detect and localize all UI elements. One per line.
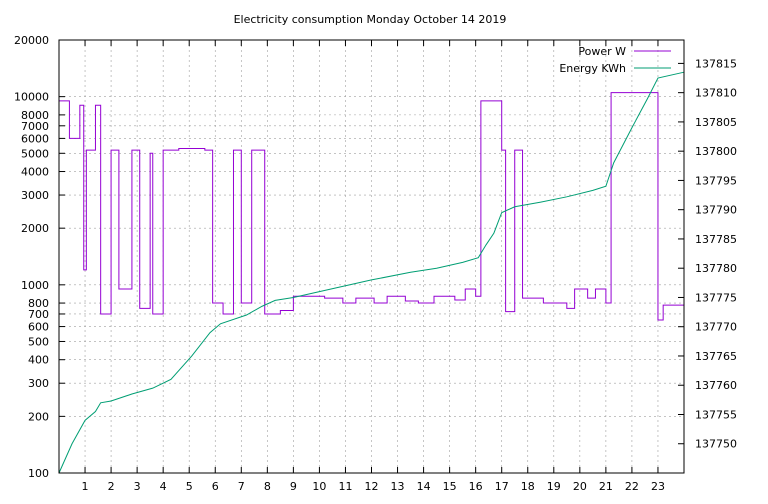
y-tick-label: 800 bbox=[28, 297, 49, 310]
y2-tick-label: 137805 bbox=[695, 116, 737, 129]
y-tick-label: 700 bbox=[28, 308, 49, 321]
axes: 1 2 3 4 5 6 7 8 9 10 11 12 13 14 15 16 17 18 19 20 21 22 23100… bbox=[14, 34, 737, 493]
y2-tick-label: 137815 bbox=[695, 57, 737, 70]
x-tick-label: 9 bbox=[290, 480, 297, 493]
y2-tick-label: 137795 bbox=[695, 174, 737, 187]
y-tick-label: 400 bbox=[28, 354, 49, 367]
legend: Power W Energy KWh bbox=[559, 45, 671, 75]
x-tick-label: 16 bbox=[469, 480, 483, 493]
y-tick-label: 20000 bbox=[14, 34, 49, 47]
x-tick-label: 19 bbox=[547, 480, 561, 493]
y2-tick-label: 137800 bbox=[695, 145, 737, 158]
y-tick-label: 1000 bbox=[21, 279, 49, 292]
x-tick-label: 17 bbox=[495, 480, 509, 493]
x-tick-label: 7 bbox=[238, 480, 245, 493]
x-tick-label: 12 bbox=[365, 480, 379, 493]
y2-tick-label: 137765 bbox=[695, 350, 737, 363]
y-tick-label: 4000 bbox=[21, 166, 49, 179]
y-tick-label: 5000 bbox=[21, 147, 49, 160]
y2-tick-label: 137780 bbox=[695, 262, 737, 275]
x-tick-label: 4 bbox=[160, 480, 167, 493]
y-tick-label: 600 bbox=[28, 321, 49, 334]
y-tick-label: 500 bbox=[28, 335, 49, 348]
x-tick-label: 5 bbox=[186, 480, 193, 493]
energy-series-line bbox=[58, 71, 685, 474]
x-tick-label: 15 bbox=[443, 480, 457, 493]
y2-tick-label: 137760 bbox=[695, 379, 737, 392]
y2-tick-label: 137775 bbox=[695, 291, 737, 304]
y-tick-label: 2000 bbox=[21, 222, 49, 235]
x-tick-label: 23 bbox=[651, 480, 665, 493]
x-tick-label: 10 bbox=[312, 480, 326, 493]
y2-tick-label: 137755 bbox=[695, 408, 737, 421]
x-tick-label: 21 bbox=[599, 480, 613, 493]
y-tick-label: 100 bbox=[28, 467, 49, 480]
y2-tick-label: 137790 bbox=[695, 204, 737, 217]
y2-tick-label: 137770 bbox=[695, 321, 737, 334]
x-tick-label: 2 bbox=[108, 480, 115, 493]
y-tick-label: 7000 bbox=[21, 120, 49, 133]
y-tick-label: 8000 bbox=[21, 109, 49, 122]
y-tick-label: 10000 bbox=[14, 91, 49, 104]
y-tick-label: 3000 bbox=[21, 189, 49, 202]
x-tick-label: 20 bbox=[573, 480, 587, 493]
y2-tick-label: 137810 bbox=[695, 87, 737, 100]
x-tick-label: 22 bbox=[625, 480, 639, 493]
power-series-line bbox=[59, 92, 685, 321]
series-layer bbox=[58, 71, 685, 474]
y-tick-label: 6000 bbox=[21, 132, 49, 145]
x-tick-label: 11 bbox=[338, 480, 352, 493]
chart-title: Electricity consumption Monday October 1… bbox=[234, 13, 507, 26]
legend-label: Power W bbox=[578, 45, 626, 58]
x-tick-label: 3 bbox=[134, 480, 141, 493]
y2-tick-label: 137750 bbox=[695, 438, 737, 451]
x-tick-label: 8 bbox=[264, 480, 271, 493]
x-tick-label: 1 bbox=[82, 480, 89, 493]
legend-label: Energy KWh bbox=[559, 62, 626, 75]
x-tick-label: 18 bbox=[521, 480, 535, 493]
y-tick-label: 300 bbox=[28, 377, 49, 390]
grid bbox=[59, 39, 684, 474]
x-tick-label: 6 bbox=[212, 480, 219, 493]
x-tick-label: 14 bbox=[417, 480, 431, 493]
y-tick-label: 200 bbox=[28, 410, 49, 423]
y2-tick-label: 137785 bbox=[695, 233, 737, 246]
x-tick-label: 13 bbox=[391, 480, 405, 493]
